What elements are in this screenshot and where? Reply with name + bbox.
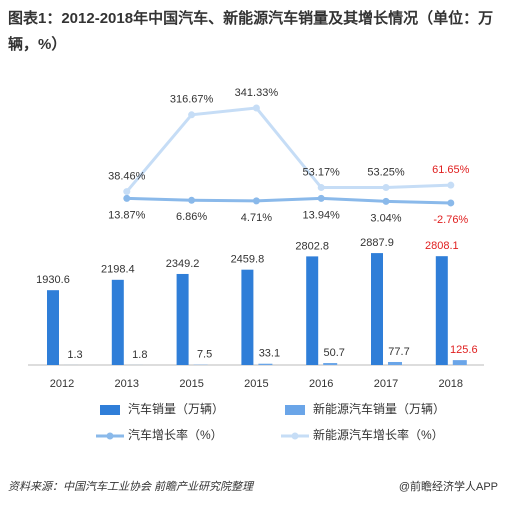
x-tick-label: 2017 — [374, 378, 398, 390]
x-tick-label: 2013 — [115, 378, 139, 390]
line-marker — [447, 181, 455, 189]
line-marker — [123, 188, 131, 196]
bar-label: 33.1 — [259, 348, 280, 360]
line-label: 53.17% — [303, 166, 341, 178]
x-tick-label: 2012 — [50, 378, 74, 390]
line-marker — [382, 184, 390, 192]
line-marker — [252, 197, 260, 205]
bar-label: 125.6 — [450, 344, 478, 356]
bar-label: 2887.9 — [360, 237, 394, 249]
x-tick-label: 2016 — [309, 378, 333, 390]
line — [126, 196, 451, 205]
source: 资料来源：中国汽车工业协会 前瞻产业研究院整理 — [8, 480, 255, 493]
bar — [371, 253, 383, 365]
x-tick-label: 2018 — [439, 378, 463, 390]
bar-label: 2459.8 — [231, 254, 265, 266]
bar-label: 1930.6 — [36, 274, 70, 286]
x-tick-label: 2015 — [179, 378, 203, 390]
bar — [47, 290, 59, 365]
line-label: 61.65% — [432, 164, 470, 176]
bar-label: 50.7 — [323, 347, 344, 359]
bar-label: 2198.4 — [101, 264, 135, 276]
bar — [323, 363, 338, 365]
bar-label: 2349.2 — [166, 258, 200, 270]
line-label: 6.86% — [176, 211, 207, 223]
bar — [258, 363, 273, 365]
bar-label: 2802.8 — [295, 240, 329, 252]
line-label: 53.25% — [367, 166, 405, 178]
bar — [111, 279, 124, 365]
legend-label: 汽车销量（万辆） — [128, 401, 224, 416]
legend-swatch — [100, 405, 120, 415]
line-marker — [188, 111, 196, 119]
line — [125, 106, 451, 193]
bar — [388, 361, 402, 365]
bar-label: 2808.1 — [425, 240, 459, 252]
legend-label: 新能源汽车增长率（%） — [313, 427, 444, 442]
x-tick-label: 2015 — [244, 378, 268, 390]
line-marker — [252, 104, 260, 112]
legend-label: 汽车增长率（%） — [128, 427, 223, 442]
bar-label: 1.3 — [67, 349, 82, 361]
bar-label: 7.5 — [197, 349, 212, 361]
bar — [176, 273, 189, 365]
legend-swatch — [285, 405, 305, 415]
legend-swatch — [291, 432, 299, 440]
bar — [241, 269, 254, 365]
bar — [452, 360, 467, 365]
line-label: 38.46% — [108, 170, 146, 182]
bar-label: 77.7 — [388, 346, 409, 358]
legend-label: 新能源汽车销量（万辆） — [313, 401, 445, 416]
line-marker — [447, 199, 455, 207]
credit: @前瞻经济学人APP — [399, 479, 498, 493]
line-marker — [317, 184, 325, 192]
line-marker — [317, 194, 325, 202]
line-marker — [382, 197, 390, 205]
line-label: 3.04% — [370, 212, 401, 224]
line-label: 316.67% — [170, 94, 214, 106]
line-marker — [188, 196, 196, 204]
chart-title: 图表1：2012-2018年中国汽车、新能源汽车销量及其增长情况（单位：万辆，%… — [8, 10, 494, 53]
line-label: 13.87% — [108, 209, 146, 221]
bar — [306, 256, 319, 365]
line-marker — [123, 194, 131, 202]
line-label: 13.94% — [303, 209, 341, 221]
line-label: 4.71% — [241, 212, 272, 224]
line-label: -2.76% — [433, 214, 468, 226]
legend-swatch — [106, 432, 114, 440]
bar — [435, 256, 448, 365]
line-label: 341.33% — [235, 87, 279, 99]
bar-label: 1.8 — [132, 349, 147, 361]
